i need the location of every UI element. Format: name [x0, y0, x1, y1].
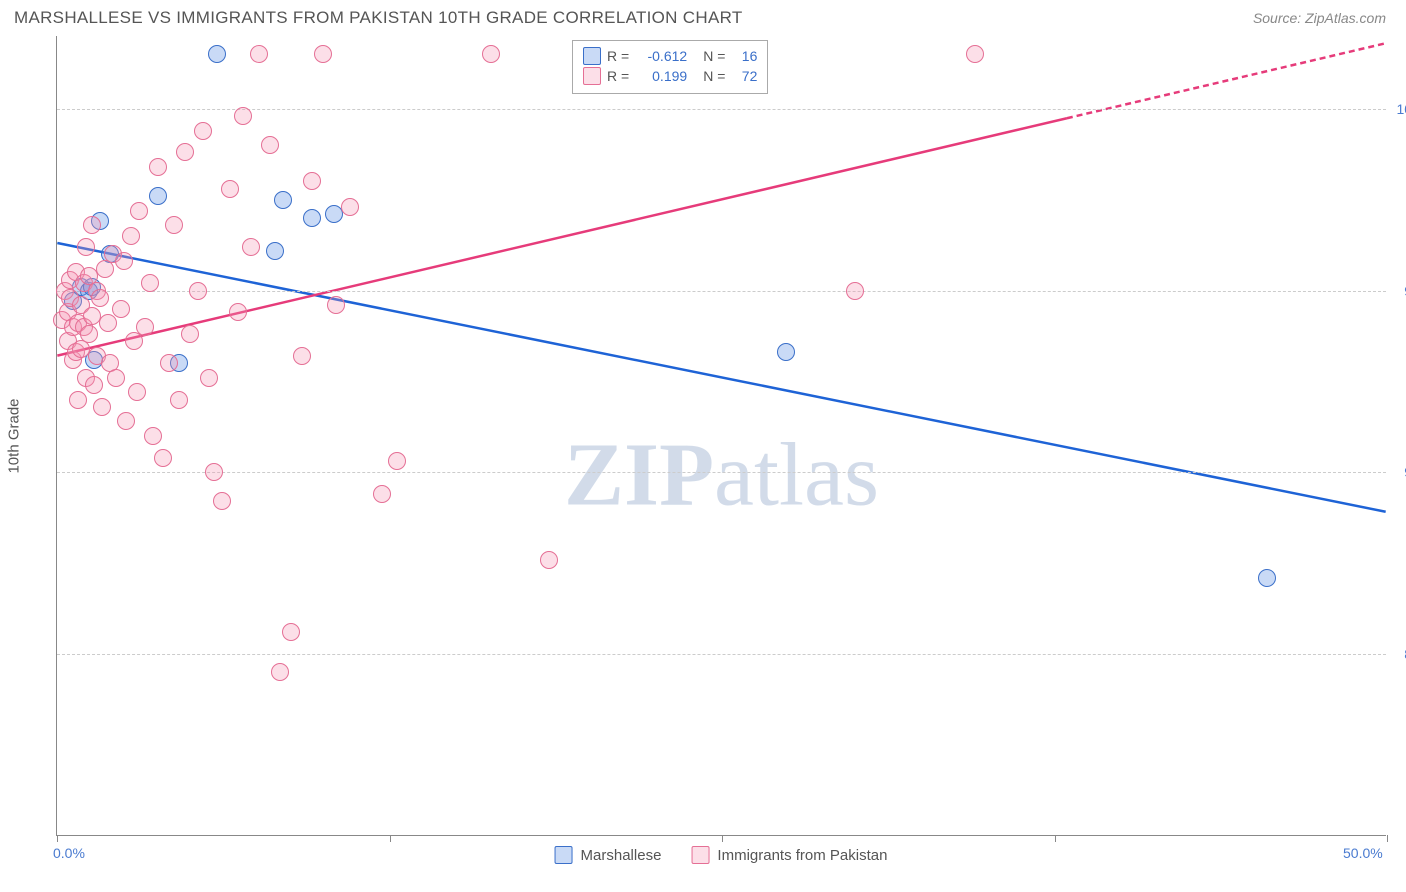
data-point	[181, 325, 199, 343]
data-point	[128, 383, 146, 401]
data-point	[99, 314, 117, 332]
gridline	[57, 109, 1386, 110]
legend-swatch	[583, 67, 601, 85]
data-point	[149, 187, 167, 205]
correlation-legend: R = -0.612 N = 16 R = 0.199 N = 72	[572, 40, 768, 94]
gridline	[57, 291, 1386, 292]
data-point	[1258, 569, 1276, 587]
data-point	[341, 198, 359, 216]
legend-swatch	[691, 846, 709, 864]
data-point	[482, 45, 500, 63]
data-point	[271, 663, 289, 681]
data-point	[327, 296, 345, 314]
legend-row: R = 0.199 N = 72	[583, 67, 757, 85]
data-point	[112, 300, 130, 318]
x-tick	[722, 835, 723, 842]
source-label: Source: ZipAtlas.com	[1253, 10, 1386, 26]
chart-area: ZIPatlas 85.0%90.0%95.0%100.0%0.0%50.0% …	[56, 36, 1386, 836]
legend-swatch	[583, 47, 601, 65]
data-point	[234, 107, 252, 125]
data-point	[165, 216, 183, 234]
x-tick-label: 50.0%	[1343, 845, 1383, 861]
data-point	[141, 274, 159, 292]
data-point	[777, 343, 795, 361]
data-point	[213, 492, 231, 510]
gridline	[57, 472, 1386, 473]
data-point	[83, 216, 101, 234]
legend-item: Marshallese	[555, 846, 662, 864]
data-point	[117, 412, 135, 430]
x-tick	[1387, 835, 1388, 842]
data-point	[115, 252, 133, 270]
data-point	[242, 238, 260, 256]
plot-area: ZIPatlas 85.0%90.0%95.0%100.0%0.0%50.0%	[56, 36, 1386, 836]
data-point	[176, 143, 194, 161]
legend-item: Immigrants from Pakistan	[691, 846, 887, 864]
data-point	[250, 45, 268, 63]
data-point	[170, 391, 188, 409]
data-point	[80, 325, 98, 343]
data-point	[205, 463, 223, 481]
legend-row: R = -0.612 N = 16	[583, 47, 757, 65]
data-point	[107, 369, 125, 387]
watermark: ZIPatlas	[564, 424, 879, 527]
series-name: Immigrants from Pakistan	[717, 847, 887, 864]
data-point	[314, 45, 332, 63]
data-point	[154, 449, 172, 467]
data-point	[194, 122, 212, 140]
legend-n-label: N =	[693, 68, 725, 84]
data-point	[540, 551, 558, 569]
data-point	[136, 318, 154, 336]
data-point	[200, 369, 218, 387]
y-axis-title: 10th Grade	[6, 398, 23, 473]
data-point	[274, 191, 292, 209]
series-name: Marshallese	[581, 847, 662, 864]
trend-lines	[57, 36, 1386, 835]
data-point	[160, 354, 178, 372]
data-point	[208, 45, 226, 63]
x-tick	[57, 835, 58, 842]
data-point	[85, 376, 103, 394]
legend-r-value: 0.199	[635, 68, 687, 84]
data-point	[303, 172, 321, 190]
series-legend: Marshallese Immigrants from Pakistan	[555, 846, 888, 864]
x-tick	[1055, 835, 1056, 842]
data-point	[373, 485, 391, 503]
legend-r-value: -0.612	[635, 48, 687, 64]
legend-n-value: 16	[731, 48, 757, 64]
x-tick	[390, 835, 391, 842]
data-point	[293, 347, 311, 365]
legend-n-value: 72	[731, 68, 757, 84]
data-point	[93, 398, 111, 416]
data-point	[846, 282, 864, 300]
data-point	[388, 452, 406, 470]
data-point	[221, 180, 239, 198]
data-point	[122, 227, 140, 245]
legend-swatch	[555, 846, 573, 864]
data-point	[303, 209, 321, 227]
x-tick-label: 0.0%	[53, 845, 85, 861]
legend-r-label: R =	[607, 68, 629, 84]
legend-n-label: N =	[693, 48, 725, 64]
data-point	[966, 45, 984, 63]
data-point	[130, 202, 148, 220]
data-point	[261, 136, 279, 154]
legend-r-label: R =	[607, 48, 629, 64]
data-point	[91, 289, 109, 307]
y-tick-label: 100.0%	[1397, 101, 1406, 117]
data-point	[229, 303, 247, 321]
data-point	[266, 242, 284, 260]
data-point	[149, 158, 167, 176]
chart-title: MARSHALLESE VS IMMIGRANTS FROM PAKISTAN …	[14, 8, 743, 28]
gridline	[57, 654, 1386, 655]
data-point	[69, 391, 87, 409]
data-point	[189, 282, 207, 300]
data-point	[77, 238, 95, 256]
data-point	[144, 427, 162, 445]
data-point	[282, 623, 300, 641]
